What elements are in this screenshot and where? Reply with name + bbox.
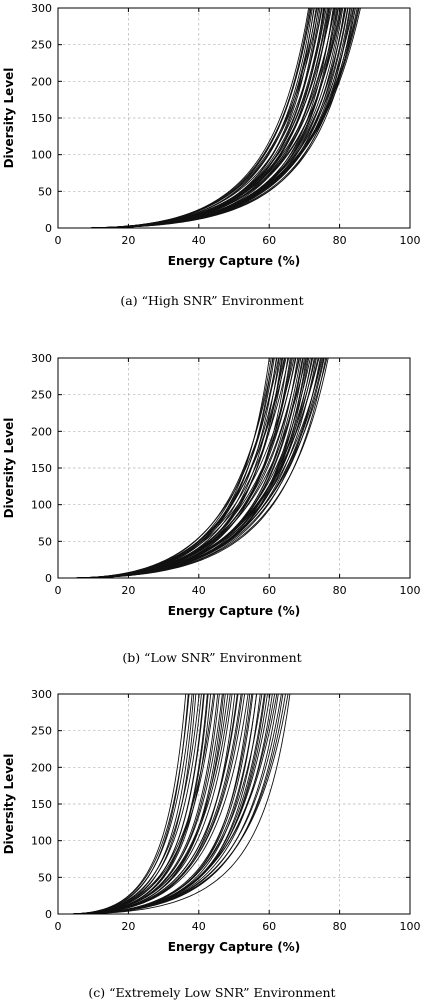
chart-panel-a: 0 20 40 60 80 100 0 50 100 150 200 250 300 Energy Cap… bbox=[2, 2, 421, 308]
y-tick-label: 200 bbox=[31, 761, 52, 774]
series-line bbox=[75, 7, 349, 229]
x-tick-label: 100 bbox=[400, 584, 421, 597]
y-tick-label: 250 bbox=[31, 389, 52, 402]
series-line bbox=[65, 693, 238, 915]
y-tick-label: 150 bbox=[31, 112, 52, 125]
series-group bbox=[65, 693, 291, 915]
caption-c: (c) “Extremely Low SNR” Environment bbox=[88, 985, 335, 1000]
y-tick-label: 50 bbox=[38, 535, 52, 548]
caption-a: (a) “High SNR” Environment bbox=[120, 293, 303, 308]
y-tick-label: 300 bbox=[31, 2, 52, 15]
chart-panel-b: 0 20 40 60 80 100 0 50 100 150 200 250 300 Energy Cap… bbox=[2, 352, 421, 665]
y-tick-label: 200 bbox=[31, 75, 52, 88]
series-line bbox=[65, 357, 310, 579]
x-tick-label: 100 bbox=[400, 234, 421, 247]
x-tick-label: 60 bbox=[262, 920, 276, 933]
y-tick-label: 200 bbox=[31, 425, 52, 438]
x-tick-label: 80 bbox=[333, 584, 347, 597]
x-tick-label: 20 bbox=[121, 920, 135, 933]
x-tick-label: 0 bbox=[55, 234, 62, 247]
y-tick-label: 300 bbox=[31, 688, 52, 701]
x-tick-label: 40 bbox=[192, 584, 206, 597]
y-tick-label: 250 bbox=[31, 725, 52, 738]
series-group bbox=[75, 7, 361, 229]
x-tick-label: 80 bbox=[333, 234, 347, 247]
series-line bbox=[65, 357, 280, 579]
x-tick-label: 20 bbox=[121, 584, 135, 597]
x-tick-label: 0 bbox=[55, 584, 62, 597]
y-tick-label: 100 bbox=[31, 835, 52, 848]
y-tick-label: 150 bbox=[31, 462, 52, 475]
chart-panel-c: 0 20 40 60 80 100 0 50 100 150 200 250 300 Energy Cap… bbox=[2, 688, 421, 1000]
x-tick-label: 60 bbox=[262, 234, 276, 247]
series-line bbox=[75, 7, 318, 229]
caption-b: (b) “Low SNR” Environment bbox=[122, 650, 301, 665]
y-tick-label: 250 bbox=[31, 39, 52, 52]
y-axis-label: Diversity Level bbox=[2, 68, 16, 169]
y-axis-label: Diversity Level bbox=[2, 754, 16, 855]
x-axis-label: Energy Capture (%) bbox=[168, 254, 300, 268]
series-line bbox=[65, 693, 291, 915]
y-axis-label: Diversity Level bbox=[2, 418, 16, 519]
y-tick-label: 150 bbox=[31, 798, 52, 811]
x-tick-label: 20 bbox=[121, 234, 135, 247]
series-group bbox=[65, 357, 329, 579]
y-tick-label: 0 bbox=[45, 572, 52, 585]
y-tick-label: 100 bbox=[31, 499, 52, 512]
x-axis-label: Energy Capture (%) bbox=[168, 604, 300, 618]
y-tick-label: 0 bbox=[45, 222, 52, 235]
x-tick-label: 60 bbox=[262, 584, 276, 597]
series-line bbox=[65, 693, 279, 915]
series-line bbox=[65, 357, 329, 579]
y-tick-label: 300 bbox=[31, 352, 52, 365]
x-tick-label: 80 bbox=[333, 920, 347, 933]
series-line bbox=[65, 357, 280, 579]
y-tick-label: 100 bbox=[31, 149, 52, 162]
x-tick-label: 40 bbox=[192, 920, 206, 933]
y-tick-label: 0 bbox=[45, 908, 52, 921]
x-tick-label: 0 bbox=[55, 920, 62, 933]
y-tick-label: 50 bbox=[38, 871, 52, 884]
y-tick-label: 50 bbox=[38, 185, 52, 198]
x-tick-label: 40 bbox=[192, 234, 206, 247]
x-axis-label: Energy Capture (%) bbox=[168, 940, 300, 954]
series-line bbox=[75, 7, 361, 229]
x-tick-label: 100 bbox=[400, 920, 421, 933]
